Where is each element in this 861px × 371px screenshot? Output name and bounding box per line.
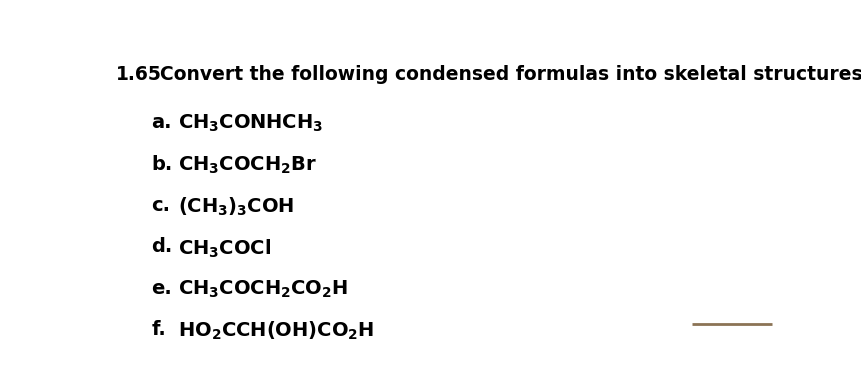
Text: $\mathbf{HO_2CCH(OH)CO_2H}$: $\mathbf{HO_2CCH(OH)CO_2H}$ <box>177 320 374 342</box>
Text: 1.65: 1.65 <box>115 65 162 83</box>
Text: a.: a. <box>151 113 171 132</box>
Text: $\mathbf{CH_3COCl}$: $\mathbf{CH_3COCl}$ <box>177 237 270 260</box>
Text: c.: c. <box>151 196 170 215</box>
Text: $\mathbf{(CH_3)_3COH}$: $\mathbf{(CH_3)_3COH}$ <box>177 196 294 218</box>
Text: e.: e. <box>151 279 171 298</box>
Text: $\mathbf{CH_3COCH_2Br}$: $\mathbf{CH_3COCH_2Br}$ <box>177 154 317 176</box>
Text: f.: f. <box>151 320 165 339</box>
Text: Convert the following condensed formulas into skeletal structures.: Convert the following condensed formulas… <box>159 65 861 83</box>
Text: b.: b. <box>151 154 172 174</box>
Text: d.: d. <box>151 237 172 256</box>
Text: $\mathbf{CH_3CONHCH_3}$: $\mathbf{CH_3CONHCH_3}$ <box>177 113 323 134</box>
Text: $\mathbf{CH_3COCH_2CO_2H}$: $\mathbf{CH_3COCH_2CO_2H}$ <box>177 279 348 300</box>
